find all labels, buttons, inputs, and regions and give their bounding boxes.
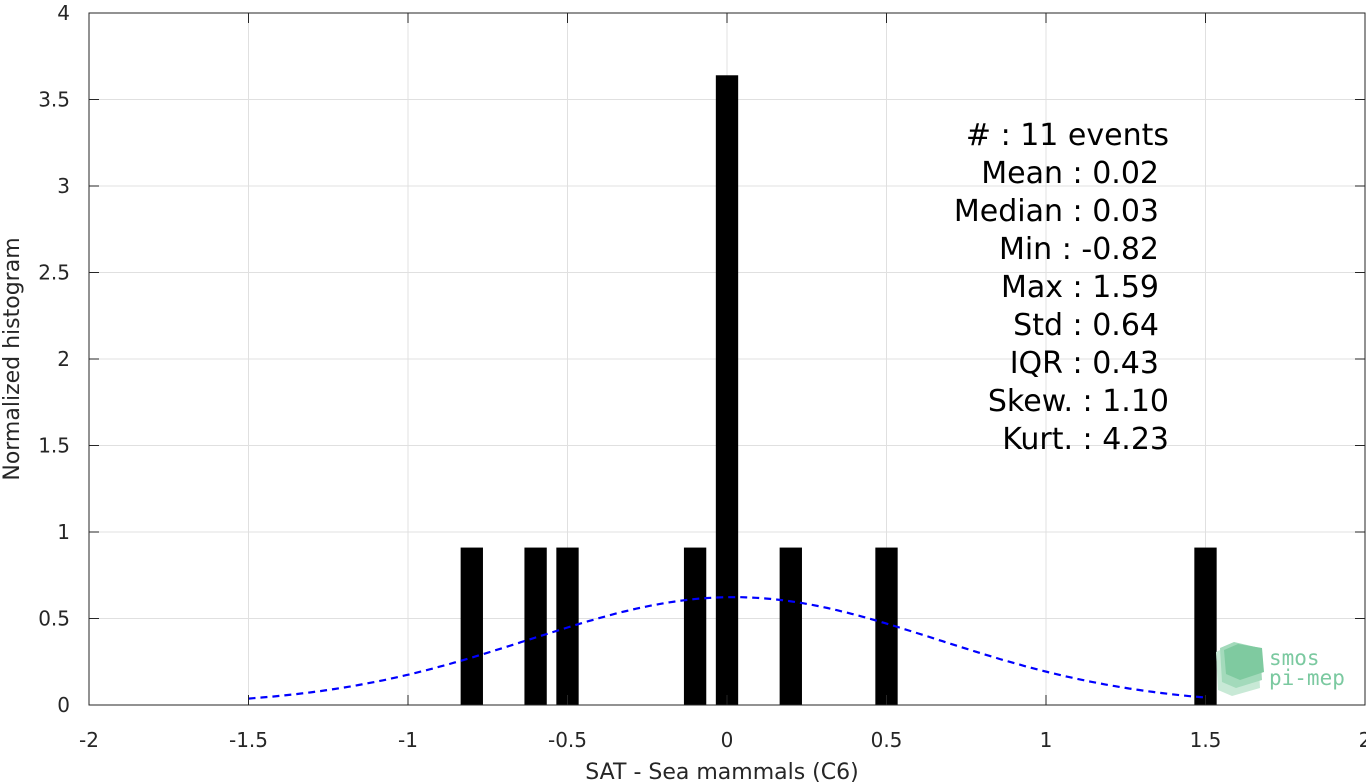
histogram-bar-2 xyxy=(556,547,579,705)
stat-line-4: Max : 1.59 xyxy=(1001,270,1159,305)
histogram-bar-7 xyxy=(1194,547,1217,705)
x-tick-label-8: 2 xyxy=(1359,728,1366,752)
logo-text-line1: smos xyxy=(1269,646,1320,670)
histogram-bar-1 xyxy=(524,547,547,705)
histogram-bar-5 xyxy=(779,547,802,705)
histogram-bar-3 xyxy=(683,547,707,705)
stat-line-5: Std : 0.64 xyxy=(1013,308,1159,343)
y-tick-label-8: 4 xyxy=(57,1,70,25)
stat-line-3: Min : -0.82 xyxy=(999,232,1159,267)
stat-line-7: Skew. : 1.10 xyxy=(988,384,1169,419)
x-tick-label-0: -2 xyxy=(79,728,99,752)
x-tick-label-6: 1 xyxy=(1040,728,1053,752)
y-tick-label-5: 2.5 xyxy=(38,261,70,285)
y-tick-label-1: 0.5 xyxy=(38,607,70,631)
histogram-bar-4 xyxy=(715,75,739,705)
stat-line-0: # : 11 events xyxy=(966,118,1169,153)
smos-pi-mep-logo: smos pi-mep xyxy=(1216,642,1345,696)
x-tick-label-4: 0 xyxy=(721,728,734,752)
stat-line-2: Median : 0.03 xyxy=(954,194,1159,229)
axis-ticks xyxy=(88,12,1366,706)
y-tick-label-4: 2 xyxy=(57,347,70,371)
y-axis-label: Normalized histogram xyxy=(0,237,25,480)
x-axis-label: SAT - Sea mammals (C6) xyxy=(585,760,858,784)
y-tick-label-2: 1 xyxy=(57,520,70,544)
x-tick-label-7: 1.5 xyxy=(1190,728,1222,752)
y-tick-label-0: 0 xyxy=(57,693,70,717)
stat-line-1: Mean : 0.02 xyxy=(981,156,1159,191)
histogram-bar-0 xyxy=(460,547,483,705)
x-tick-labels: -2 -1.5 -1 -0.5 0 0.5 1 1.5 2 xyxy=(79,728,1366,752)
y-tick-label-6: 3 xyxy=(57,174,70,198)
normal-fit-curve xyxy=(248,596,1206,700)
x-tick-label-3: -0.5 xyxy=(548,728,587,752)
x-tick-label-1: -1.5 xyxy=(229,728,268,752)
x-tick-label-5: 0.5 xyxy=(871,728,903,752)
logo-text-line2: pi-mep xyxy=(1269,666,1345,690)
bars xyxy=(460,75,1217,705)
logo-icon xyxy=(1216,642,1264,696)
y-tick-labels: 0 0.5 1 1.5 2 2.5 3 3.5 4 xyxy=(38,1,70,717)
y-tick-label-3: 1.5 xyxy=(38,434,70,458)
y-tick-label-7: 3.5 xyxy=(38,88,70,112)
histogram-bar-6 xyxy=(875,547,898,705)
stat-line-6: IQR : 0.43 xyxy=(1010,346,1159,381)
x-tick-label-2: -1 xyxy=(398,728,418,752)
stat-line-8: Kurt. : 4.23 xyxy=(1002,422,1169,457)
